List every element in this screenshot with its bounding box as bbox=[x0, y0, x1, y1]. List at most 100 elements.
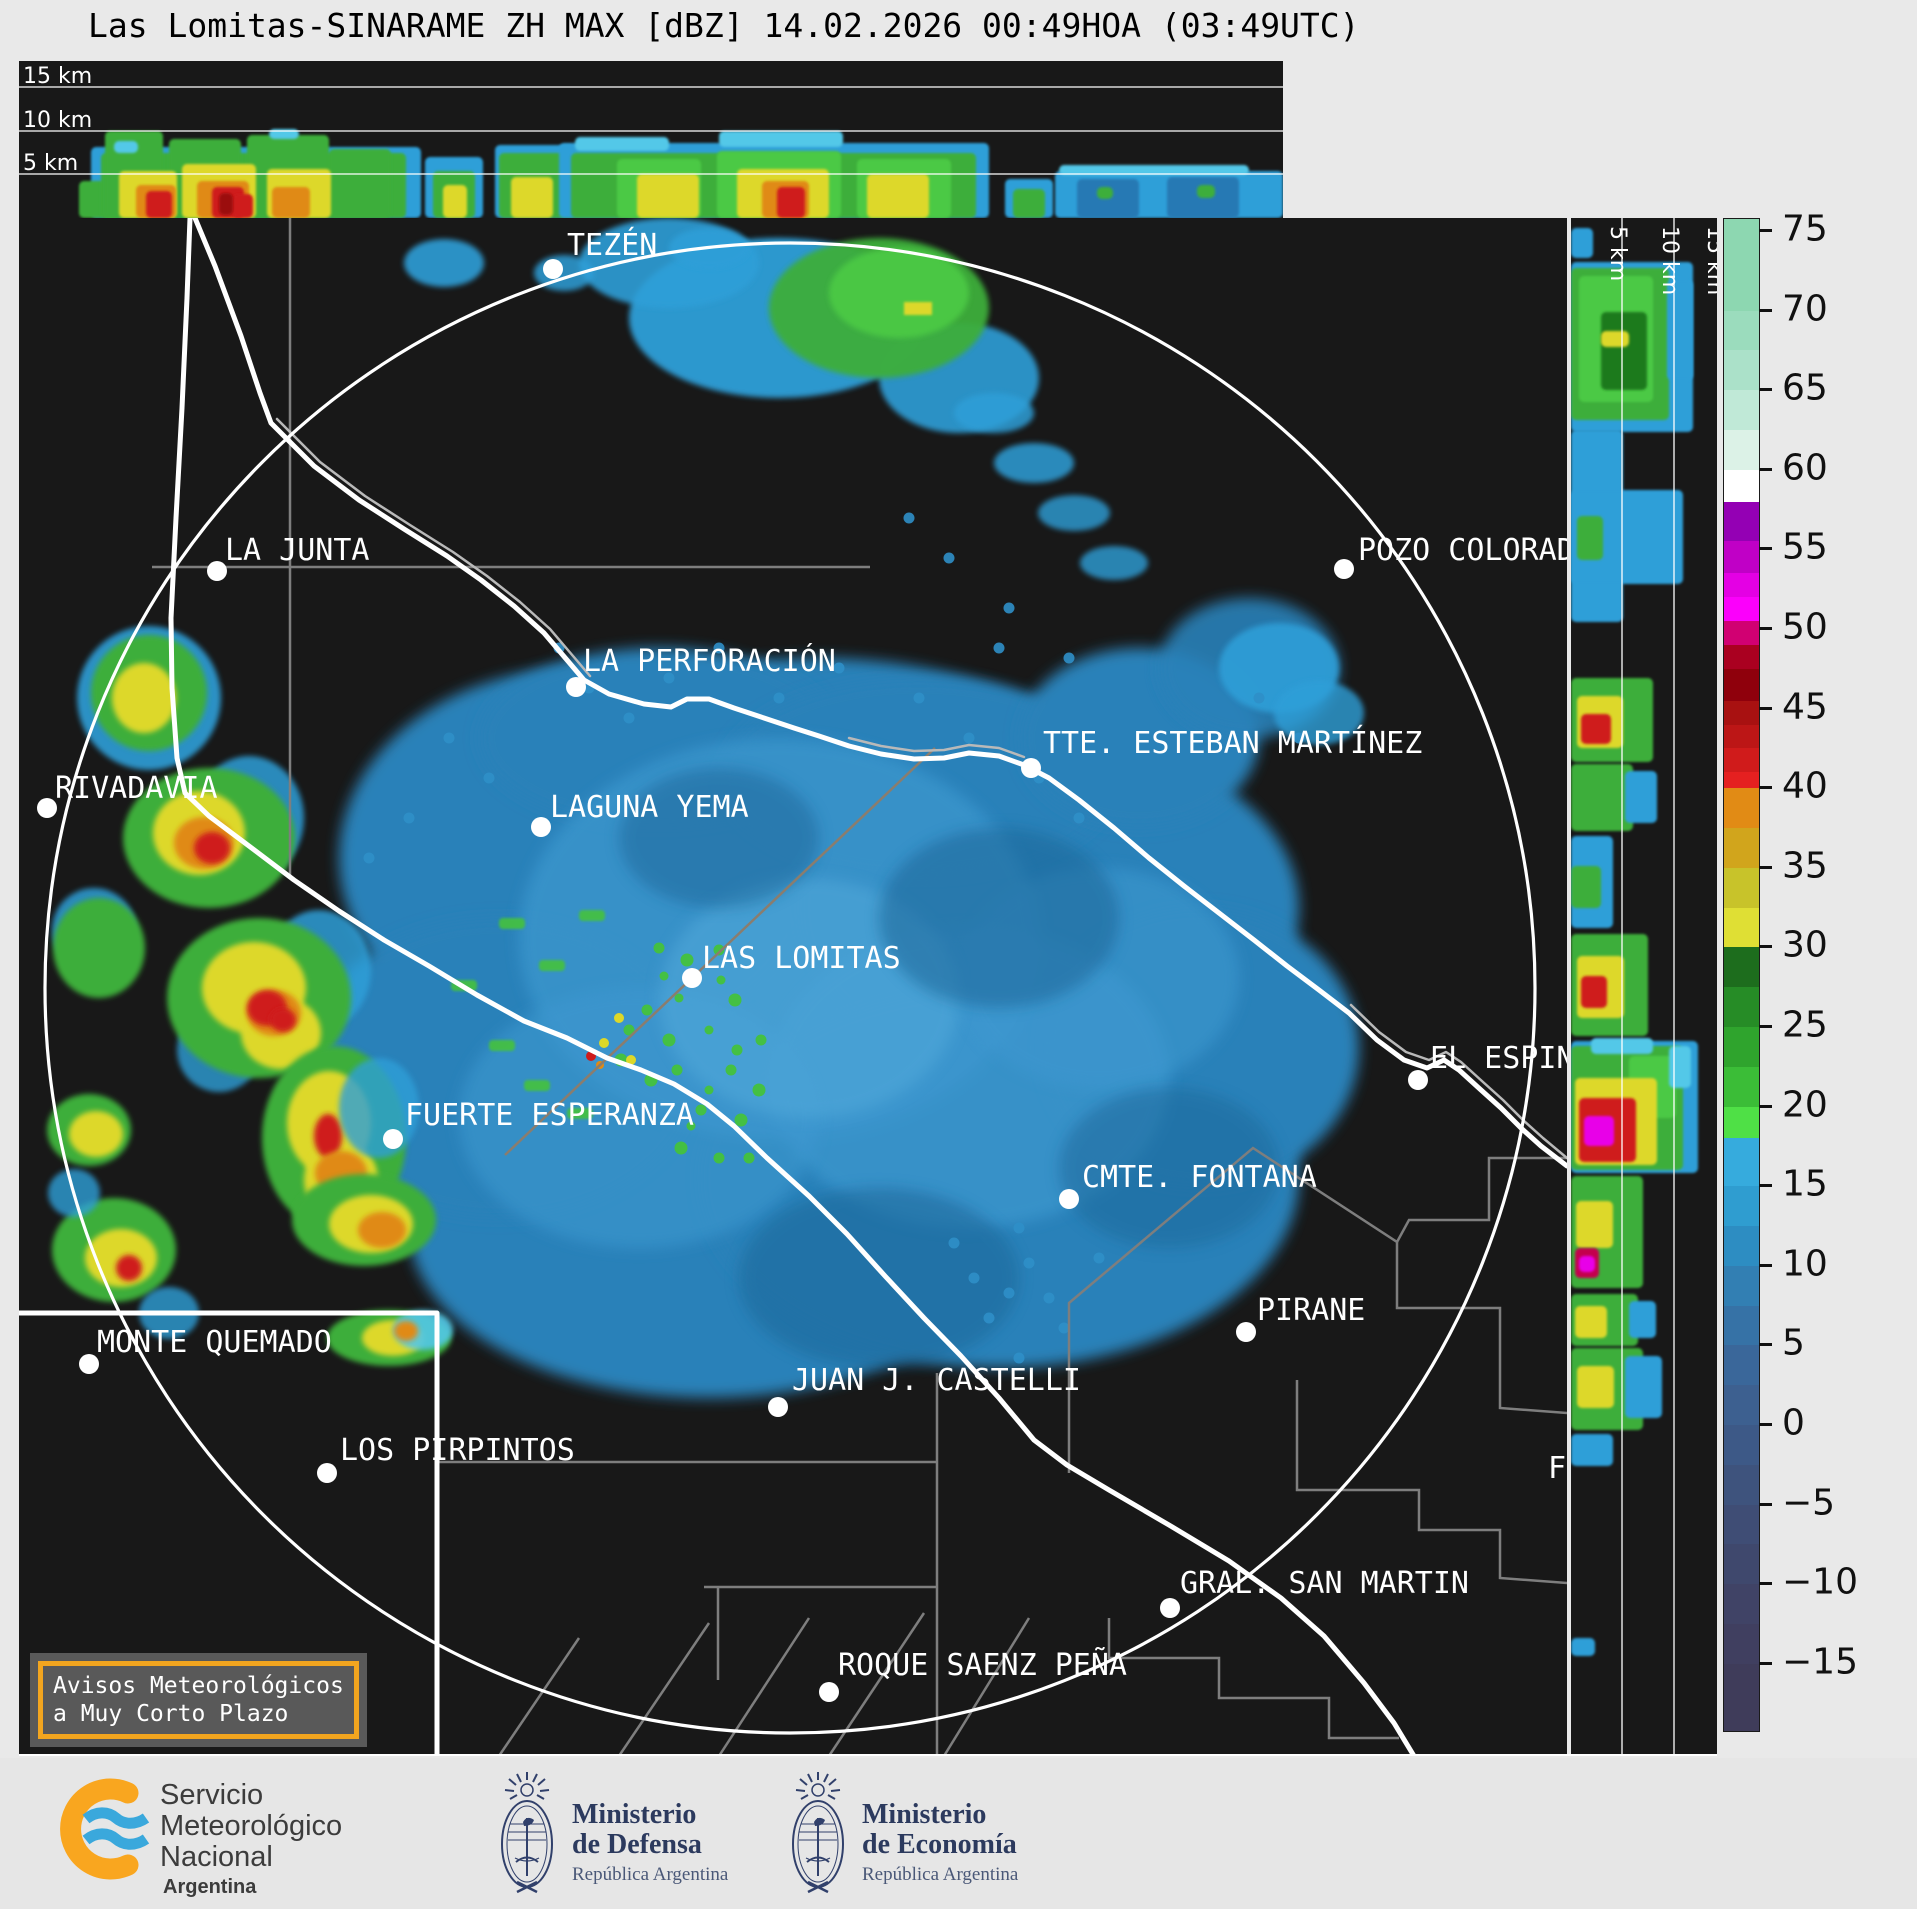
smn-line3: Nacional bbox=[160, 1841, 273, 1873]
station-label-la-junta: LA JUNTA bbox=[225, 533, 370, 568]
station-dot-roque-saenz-pena bbox=[819, 1682, 839, 1702]
colorbar-segment bbox=[1724, 1265, 1759, 1307]
station-dot-rivadavia bbox=[37, 798, 57, 818]
colorbar-segment bbox=[1724, 700, 1759, 726]
station-dot-la-junta bbox=[207, 561, 227, 581]
colorbar-segment bbox=[1724, 1186, 1759, 1227]
colorbar-segment bbox=[1724, 219, 1759, 312]
colorbar-tick-label: 75 bbox=[1782, 208, 1828, 250]
colorbar-tick-mark bbox=[1759, 308, 1772, 312]
colorbar-segment bbox=[1724, 1663, 1759, 1732]
station-label-rivadavia: RIVADAVIA bbox=[55, 771, 218, 806]
economia-sub: República Argentina bbox=[862, 1864, 1019, 1885]
colorbar-segment bbox=[1724, 748, 1759, 774]
colorbar-tick-mark bbox=[1759, 388, 1772, 392]
colorbar-segment bbox=[1724, 987, 1759, 1028]
right-panel-height-label: 15 km bbox=[1702, 226, 1717, 295]
colorbar-tick-mark bbox=[1759, 229, 1772, 232]
warning-line1: Avisos Meteorológicos bbox=[53, 1673, 344, 1699]
colorbar-tick-mark bbox=[1759, 1423, 1772, 1426]
defensa-coat-of-arms-icon bbox=[500, 1770, 554, 1894]
station-dot-pirane bbox=[1236, 1322, 1256, 1342]
colorbar-tick-mark bbox=[1759, 1184, 1772, 1188]
colorbar-tick-mark bbox=[1759, 706, 1772, 710]
colorbar-segment bbox=[1724, 1305, 1759, 1347]
station-label-pozo-colorado: POZO COLORADO bbox=[1358, 533, 1567, 568]
colorbar-segment bbox=[1724, 668, 1759, 702]
defensa-line2: de Defensa bbox=[572, 1829, 702, 1860]
smn-line4: Argentina bbox=[163, 1876, 257, 1898]
footer: Servicio Meteorológico Nacional Argentin… bbox=[0, 1758, 1917, 1909]
road-line bbox=[504, 747, 936, 1156]
colorbar-segment bbox=[1724, 1584, 1759, 1625]
stratiform-echo-layer bbox=[299, 598, 1359, 1398]
colorbar-tick-mark bbox=[1759, 1502, 1772, 1506]
colorbar-segment bbox=[1724, 430, 1759, 471]
colorbar-tick-mark bbox=[1759, 1343, 1772, 1347]
colorbar-segment bbox=[1724, 1504, 1759, 1546]
station-dot-el-espinillo bbox=[1408, 1070, 1428, 1090]
colorbar-tick-mark bbox=[1759, 627, 1772, 630]
colorbar-tick-label: 0 bbox=[1782, 1402, 1805, 1444]
colorbar-segment bbox=[1724, 597, 1759, 622]
colorbar-segment bbox=[1724, 907, 1759, 949]
colorbar-tick-label: 35 bbox=[1782, 845, 1828, 887]
station-label-gral-san-martin: GRAL. SAN MARTIN bbox=[1180, 1566, 1469, 1601]
colorbar-tick-label: 55 bbox=[1782, 527, 1828, 569]
colorbar-segment bbox=[1724, 541, 1759, 575]
right-panel-height-label: 5 km bbox=[1605, 226, 1630, 281]
colorbar-segment bbox=[1724, 1226, 1759, 1267]
colorbar-segment bbox=[1724, 1345, 1759, 1386]
station-label-tezen: TEZÉN bbox=[567, 227, 657, 263]
station-label-pirane: PIRANE bbox=[1257, 1293, 1365, 1328]
colorbar-tick-mark bbox=[1759, 1661, 1772, 1665]
colorbar-segment bbox=[1724, 1027, 1759, 1068]
station-label-juan-j-castelli: JUAN J. CASTELLI bbox=[792, 1363, 1081, 1398]
colorbar-tick-label: 10 bbox=[1782, 1243, 1828, 1285]
station-dot-pozo-colorado bbox=[1334, 559, 1354, 579]
station-dot-fuerte-esperanza bbox=[383, 1129, 403, 1149]
west-convection-layer bbox=[47, 626, 453, 1366]
station-dot-la-perforacion bbox=[566, 677, 586, 697]
colorbar-tick-mark bbox=[1759, 865, 1772, 869]
colorbar-segment bbox=[1724, 390, 1759, 431]
colorbar-tick-label: 50 bbox=[1782, 606, 1828, 648]
top-cross-section-panel: 15 km 10 km 5 km bbox=[19, 61, 1283, 218]
colorbar-tick-label: 15 bbox=[1782, 1163, 1828, 1205]
colorbar-tick-mark bbox=[1759, 786, 1772, 790]
economia-line2: de Economía bbox=[862, 1829, 1017, 1860]
station-label-fuerte-esperanza: FUERTE ESPERANZA bbox=[405, 1098, 694, 1133]
colorbar-tick-label: 30 bbox=[1782, 925, 1828, 967]
colorbar-tick-label: 40 bbox=[1782, 765, 1828, 807]
colorbar-segment bbox=[1724, 350, 1759, 391]
station-dot-laguna-yema bbox=[531, 817, 551, 837]
colorbar-tick-label: 25 bbox=[1782, 1004, 1828, 1046]
station-label-formosa-edge: FO bbox=[1548, 1451, 1567, 1486]
top-cross-section-plot bbox=[19, 86, 1283, 218]
station-label-el-espinillo: EL ESPINILLO bbox=[1430, 1041, 1567, 1076]
colorbar-segment bbox=[1724, 772, 1759, 789]
station-dot-juan-j-castelli bbox=[768, 1397, 788, 1417]
station-dot-las-lomitas bbox=[682, 968, 702, 988]
colorbar-segment bbox=[1724, 501, 1759, 543]
main-radar-map: TEZÉN LA JUNTA POZO COLORADO LA PERFORACIÓN… bbox=[19, 218, 1567, 1756]
colorbar-tick-label: −15 bbox=[1782, 1641, 1858, 1683]
right-cross-section-panel: 5 km 10 km 15 km bbox=[1571, 218, 1717, 1756]
station-label-laguna-yema: LAGUNA YEMA bbox=[550, 790, 749, 825]
colorbar-tick-mark bbox=[1759, 1582, 1772, 1586]
smn-line1: Servicio bbox=[160, 1779, 264, 1811]
colorbar-tick-mark bbox=[1759, 467, 1772, 471]
colorbar-tick-label: −10 bbox=[1782, 1561, 1858, 1603]
station-label-monte-quemado: MONTE QUEMADO bbox=[97, 1325, 332, 1360]
station-dot-los-pirpintos bbox=[317, 1463, 337, 1483]
warning-line2: a Muy Corto Plazo bbox=[53, 1701, 289, 1727]
defensa-title: Ministerio de Defensa bbox=[572, 1800, 702, 1860]
bottom-separator bbox=[19, 1754, 1717, 1756]
colorbar-segment bbox=[1724, 828, 1759, 869]
economia-line1: Ministerio bbox=[862, 1799, 987, 1830]
station-label-las-lomitas: LAS LOMITAS bbox=[702, 941, 901, 976]
colorbar-segment bbox=[1724, 1138, 1759, 1187]
colorbar-segment bbox=[1724, 724, 1759, 750]
colorbar-tick-label: 65 bbox=[1782, 367, 1828, 409]
colorbar-tick-mark bbox=[1759, 945, 1772, 949]
